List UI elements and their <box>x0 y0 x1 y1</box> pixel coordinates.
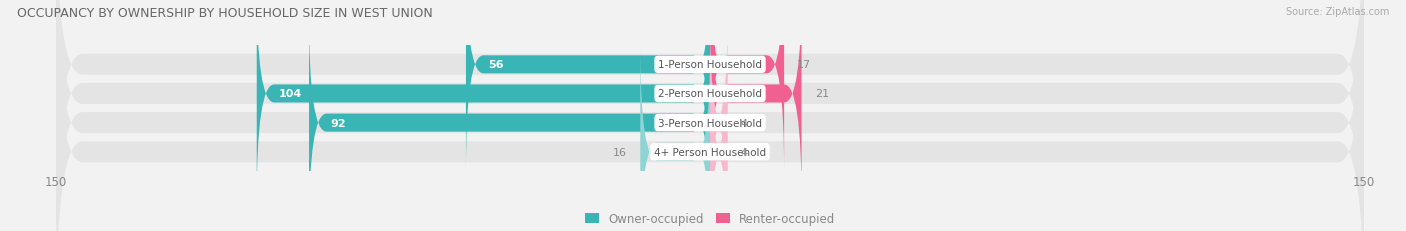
FancyBboxPatch shape <box>56 0 1364 231</box>
Text: 4: 4 <box>741 118 748 128</box>
FancyBboxPatch shape <box>465 0 710 172</box>
Text: 4: 4 <box>741 147 748 157</box>
FancyBboxPatch shape <box>257 0 710 201</box>
FancyBboxPatch shape <box>56 0 1364 231</box>
Text: 2-Person Household: 2-Person Household <box>658 89 762 99</box>
FancyBboxPatch shape <box>56 0 1364 231</box>
Text: 104: 104 <box>278 89 302 99</box>
FancyBboxPatch shape <box>309 16 710 230</box>
Text: 16: 16 <box>613 147 627 157</box>
Text: 17: 17 <box>797 60 811 70</box>
Text: 92: 92 <box>330 118 346 128</box>
FancyBboxPatch shape <box>710 0 801 201</box>
Legend: Owner-occupied, Renter-occupied: Owner-occupied, Renter-occupied <box>579 208 841 230</box>
Text: Source: ZipAtlas.com: Source: ZipAtlas.com <box>1285 7 1389 17</box>
FancyBboxPatch shape <box>710 45 727 231</box>
FancyBboxPatch shape <box>710 16 727 230</box>
Text: 4+ Person Household: 4+ Person Household <box>654 147 766 157</box>
Text: 21: 21 <box>814 89 828 99</box>
FancyBboxPatch shape <box>56 0 1364 229</box>
Text: OCCUPANCY BY OWNERSHIP BY HOUSEHOLD SIZE IN WEST UNION: OCCUPANCY BY OWNERSHIP BY HOUSEHOLD SIZE… <box>17 7 433 20</box>
Text: 3-Person Household: 3-Person Household <box>658 118 762 128</box>
Text: 1-Person Household: 1-Person Household <box>658 60 762 70</box>
Text: 56: 56 <box>488 60 503 70</box>
FancyBboxPatch shape <box>640 45 710 231</box>
FancyBboxPatch shape <box>710 0 785 172</box>
